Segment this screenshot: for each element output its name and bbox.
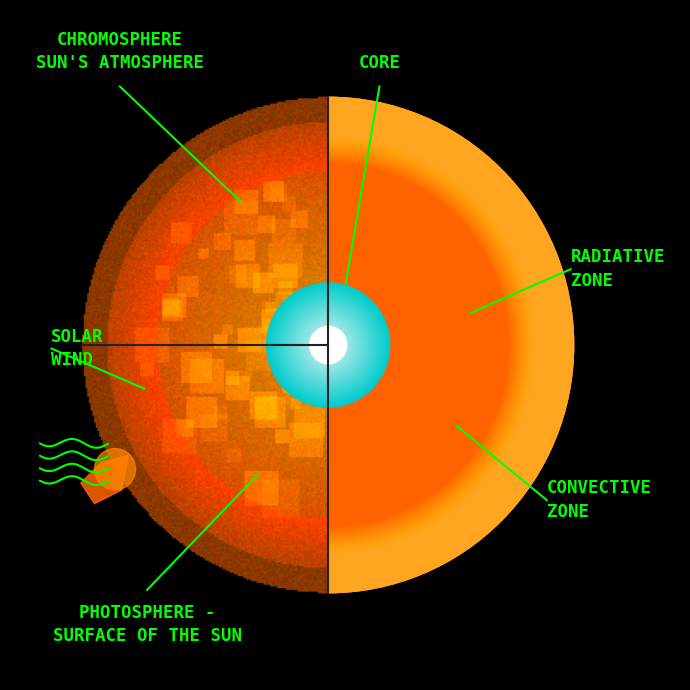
- Circle shape: [305, 322, 351, 368]
- Wedge shape: [328, 160, 511, 530]
- Circle shape: [291, 308, 365, 382]
- Wedge shape: [328, 149, 522, 541]
- Circle shape: [299, 315, 357, 375]
- Circle shape: [266, 283, 390, 407]
- Wedge shape: [328, 152, 520, 538]
- Circle shape: [325, 342, 331, 348]
- Text: RADIATIVE
ZONE: RADIATIVE ZONE: [571, 248, 665, 290]
- Wedge shape: [328, 153, 518, 537]
- Wedge shape: [328, 99, 572, 591]
- Wedge shape: [328, 97, 574, 593]
- Wedge shape: [328, 151, 520, 539]
- Wedge shape: [328, 138, 533, 552]
- Wedge shape: [328, 110, 562, 580]
- Wedge shape: [328, 101, 570, 589]
- Wedge shape: [328, 130, 542, 560]
- Circle shape: [320, 337, 336, 353]
- Circle shape: [275, 290, 382, 400]
- Wedge shape: [328, 138, 533, 552]
- Circle shape: [316, 333, 340, 357]
- Wedge shape: [328, 145, 526, 545]
- Text: SOLAR
WIND: SOLAR WIND: [51, 328, 104, 369]
- Wedge shape: [328, 117, 555, 574]
- Wedge shape: [328, 140, 531, 550]
- Circle shape: [268, 284, 388, 406]
- Circle shape: [282, 299, 375, 392]
- Circle shape: [271, 288, 385, 402]
- Wedge shape: [328, 155, 516, 535]
- Wedge shape: [328, 125, 546, 565]
- Circle shape: [288, 305, 368, 386]
- Circle shape: [324, 340, 333, 350]
- Wedge shape: [328, 143, 529, 547]
- Circle shape: [304, 320, 353, 370]
- Wedge shape: [328, 143, 529, 548]
- Circle shape: [290, 306, 366, 384]
- Circle shape: [273, 289, 384, 401]
- Wedge shape: [328, 146, 525, 544]
- Circle shape: [319, 336, 337, 355]
- Circle shape: [301, 317, 356, 373]
- Wedge shape: [328, 119, 553, 571]
- Wedge shape: [328, 136, 535, 554]
- Wedge shape: [328, 106, 566, 584]
- Circle shape: [295, 311, 362, 380]
- Circle shape: [311, 328, 345, 362]
- Circle shape: [308, 325, 348, 365]
- Wedge shape: [328, 148, 523, 542]
- Wedge shape: [328, 104, 568, 586]
- Circle shape: [277, 294, 379, 396]
- Wedge shape: [328, 132, 540, 558]
- Wedge shape: [328, 145, 526, 545]
- Wedge shape: [328, 127, 544, 563]
- Wedge shape: [328, 160, 511, 530]
- Circle shape: [284, 300, 373, 390]
- Text: CHROMOSPHERE
SUN'S ATMOSPHERE: CHROMOSPHERE SUN'S ATMOSPHERE: [36, 31, 204, 72]
- Circle shape: [276, 293, 380, 397]
- Wedge shape: [328, 147, 524, 543]
- Circle shape: [322, 339, 335, 351]
- Circle shape: [296, 313, 360, 377]
- Circle shape: [293, 309, 364, 381]
- Circle shape: [326, 344, 330, 346]
- Wedge shape: [328, 136, 535, 554]
- Circle shape: [281, 297, 376, 393]
- Wedge shape: [328, 141, 530, 549]
- Wedge shape: [328, 114, 557, 576]
- Text: CORE: CORE: [359, 55, 400, 72]
- Circle shape: [285, 302, 371, 388]
- Wedge shape: [328, 158, 514, 532]
- Text: PHOTOSPHERE -
SURFACE OF THE SUN: PHOTOSPHERE - SURFACE OF THE SUN: [52, 604, 241, 645]
- Text: CONVECTIVE
ZONE: CONVECTIVE ZONE: [547, 480, 652, 521]
- Wedge shape: [328, 134, 538, 556]
- Circle shape: [302, 319, 355, 371]
- Wedge shape: [328, 123, 549, 567]
- Circle shape: [306, 323, 350, 367]
- Wedge shape: [328, 153, 518, 537]
- Wedge shape: [328, 150, 522, 540]
- Circle shape: [279, 295, 377, 395]
- Circle shape: [310, 326, 346, 364]
- Circle shape: [297, 314, 359, 376]
- Circle shape: [95, 448, 135, 490]
- Wedge shape: [328, 112, 559, 578]
- Circle shape: [310, 326, 346, 364]
- Wedge shape: [328, 97, 574, 593]
- Wedge shape: [328, 139, 532, 551]
- Circle shape: [313, 330, 344, 360]
- Wedge shape: [328, 162, 509, 528]
- Wedge shape: [328, 156, 516, 535]
- Wedge shape: [328, 159, 513, 531]
- Wedge shape: [328, 157, 515, 533]
- Circle shape: [315, 331, 342, 359]
- Polygon shape: [81, 455, 129, 504]
- Circle shape: [317, 334, 339, 356]
- Wedge shape: [328, 121, 551, 569]
- Wedge shape: [328, 108, 564, 582]
- Wedge shape: [328, 224, 448, 466]
- Circle shape: [286, 303, 370, 387]
- Circle shape: [270, 286, 386, 404]
